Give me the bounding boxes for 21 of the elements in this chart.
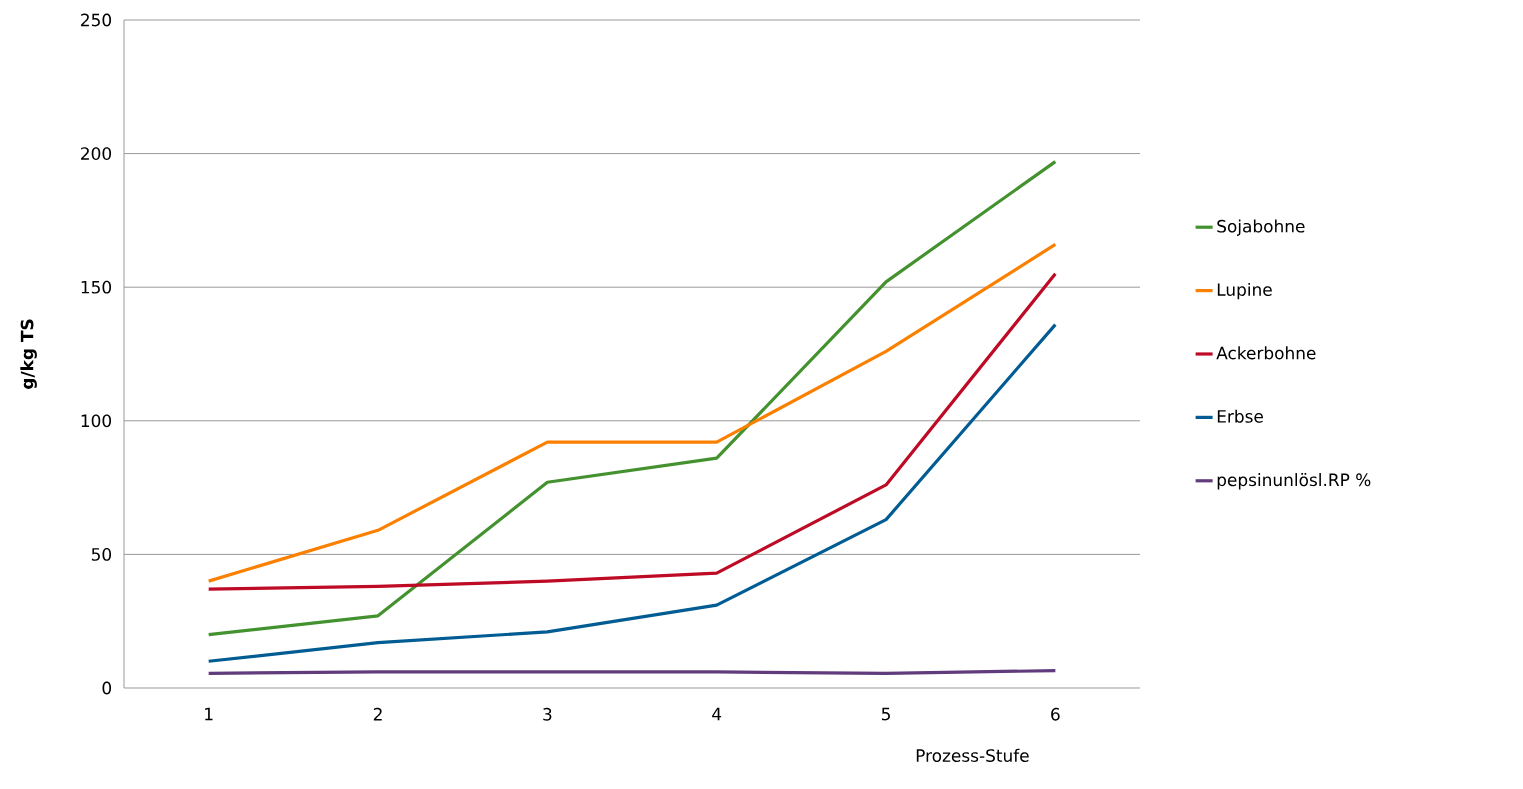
y-tick-label: 150 — [81, 280, 112, 294]
y-tick-label: 50 — [91, 547, 112, 561]
y-tick-label: 250 — [81, 13, 112, 27]
line-series — [207, 160, 1057, 637]
x-tick-label: 1 — [205, 707, 213, 721]
y-tick-label: 200 — [81, 147, 112, 160]
x-tick-label: 5 — [881, 707, 890, 721]
legend-label: Ackerbohne — [1216, 346, 1316, 360]
y-tick-label: 100 — [81, 414, 112, 428]
y-tick-label: 0 — [102, 681, 112, 695]
x-tick-label: 3 — [543, 707, 552, 721]
x-tick-label: 6 — [1051, 707, 1060, 721]
legend-label: pepsinunlösl.RP % — [1217, 473, 1371, 490]
x-tick-label: 2 — [373, 707, 382, 721]
line-series — [207, 323, 1057, 663]
x-axis-title: Prozess-Stufe — [916, 748, 1029, 762]
x-tick-label: 4 — [712, 707, 722, 721]
legend-label: Lupine — [1217, 282, 1272, 300]
legend-label: Sojabohne — [1217, 219, 1305, 236]
y-axis-title: g/kg TS — [20, 319, 37, 389]
legend-label: Erbse — [1217, 409, 1263, 423]
